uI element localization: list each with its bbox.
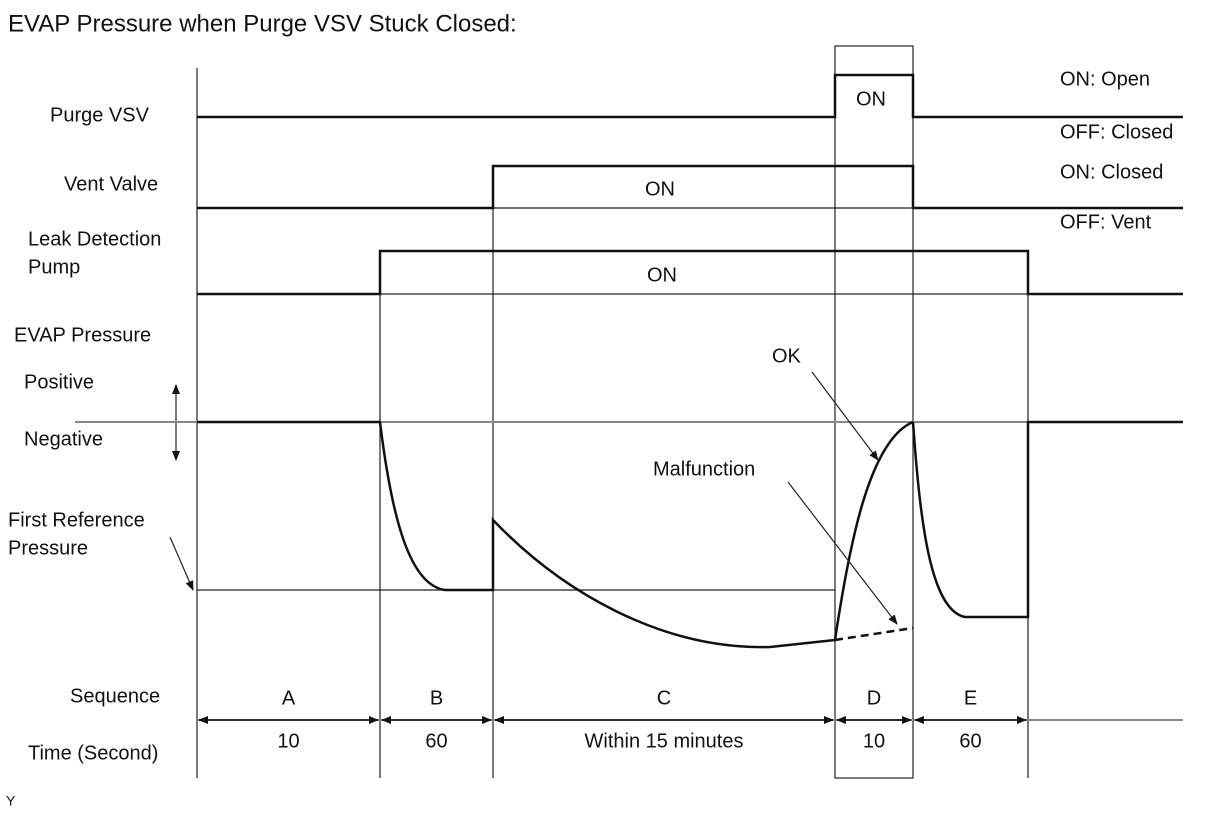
signal-trace xyxy=(197,249,1183,296)
step-name: D xyxy=(867,687,881,709)
signal-label: Pump xyxy=(28,256,80,278)
reference-arrow xyxy=(169,536,194,591)
state-label: ON: Open xyxy=(1060,68,1150,90)
state-label: OFF: Vent xyxy=(1060,211,1152,233)
step-time: Within 15 minutes xyxy=(585,730,744,752)
step-name: A xyxy=(282,687,296,709)
step-name: B xyxy=(430,687,443,709)
negative-label: Negative xyxy=(24,428,103,450)
ok-arrow xyxy=(811,371,879,461)
pressure-trace xyxy=(197,420,1183,649)
on-label: ON xyxy=(647,264,677,286)
on-label: ON xyxy=(645,178,675,200)
time-label: Time (Second) xyxy=(28,742,158,764)
signal-trace xyxy=(197,164,1183,210)
step-name: E xyxy=(964,687,977,709)
ok-label: OK xyxy=(772,345,802,367)
step-time: 60 xyxy=(425,730,447,752)
on-label: ON xyxy=(856,88,886,110)
sequence-label: Sequence xyxy=(70,685,160,707)
malfunction-arrow xyxy=(787,481,898,625)
state-label: ON: Closed xyxy=(1060,161,1163,183)
signal-label: Vent Valve xyxy=(64,173,158,195)
step-name: C xyxy=(657,687,671,709)
signal-label: Purge VSV xyxy=(50,104,150,126)
title: EVAP Pressure when Purge VSV Stuck Close… xyxy=(8,10,517,37)
signal-label: Leak Detection xyxy=(28,228,161,250)
step-time: 60 xyxy=(959,730,981,752)
step-time: 10 xyxy=(277,730,299,752)
reference-label: First Reference xyxy=(8,509,145,531)
phase-box xyxy=(834,45,914,779)
positive-label: Positive xyxy=(24,371,94,393)
reference-label: Pressure xyxy=(8,537,88,559)
malfunction-label: Malfunction xyxy=(653,458,755,480)
step-time: 10 xyxy=(863,730,885,752)
state-label: OFF: Closed xyxy=(1060,121,1173,143)
signal-trace xyxy=(197,73,1183,119)
pressure-label: EVAP Pressure xyxy=(14,324,151,346)
malfunction-trace xyxy=(834,626,914,642)
footer-code: Y xyxy=(6,793,16,809)
sequence-steps: A 10 B 60 C Within 15 minutes D 10 E 60 xyxy=(198,687,1027,752)
